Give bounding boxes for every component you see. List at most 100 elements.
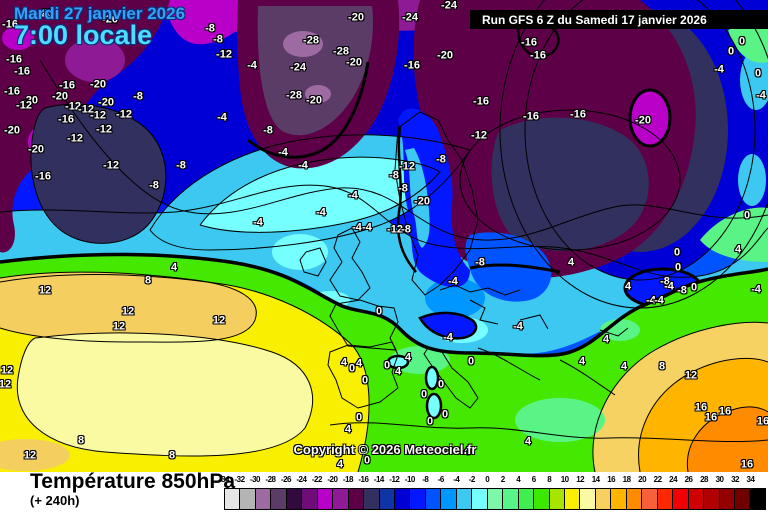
- temp-label: -4: [443, 331, 453, 344]
- finland-magenta-core: [628, 88, 672, 148]
- temp-label: -8: [660, 275, 670, 288]
- temp-label: 0: [754, 67, 762, 80]
- forecast-hour: (+ 240h): [30, 493, 80, 508]
- date-block: Mardi 27 janvier 2026 7:00 locale: [14, 5, 185, 50]
- contour-12-se: [592, 321, 768, 472]
- copyright-text: Copyright © 2026 Meteociel.fr: [293, 442, 477, 457]
- temp-label: 12: [212, 314, 226, 327]
- temp-label: 12: [112, 320, 126, 333]
- scale-cell: [271, 489, 287, 509]
- temp-label: 4: [734, 243, 742, 256]
- temp-label: 0: [348, 362, 356, 375]
- temp-label: 16: [756, 415, 768, 428]
- temp-label: -4: [362, 221, 372, 234]
- temp-label: -4: [298, 159, 308, 172]
- scale-tick: -30: [249, 475, 261, 484]
- scale-cell: [673, 489, 689, 509]
- scale-cell: [425, 489, 442, 509]
- temp-label: -16: [59, 79, 75, 92]
- temp-label: -24: [441, 0, 457, 12]
- bold-lines: [0, 61, 768, 358]
- temp-label: -12: [216, 48, 232, 61]
- east-corner-green: [728, 22, 768, 63]
- temp-label: -4: [348, 189, 358, 202]
- scale-tick: -6: [437, 475, 445, 484]
- temp-label: 4: [170, 261, 178, 274]
- temp-label: 4: [578, 355, 586, 368]
- scale-cell: [302, 489, 318, 509]
- temp-label: -16: [4, 85, 20, 98]
- contour-cyan-edge: [0, 184, 768, 278]
- temp-label: 0: [361, 374, 369, 387]
- temp-label: -20: [52, 90, 68, 103]
- temp-label: 0: [727, 45, 735, 58]
- temp-label: 4: [394, 365, 402, 378]
- scale-cells: [224, 488, 766, 510]
- temp-label: 4: [355, 357, 363, 370]
- temp-label: -28: [333, 45, 349, 58]
- temp-label: -4: [646, 294, 656, 307]
- temp-label: -12: [16, 99, 32, 112]
- contour-tongue-core: [199, 156, 441, 233]
- temp-label: -16: [14, 65, 30, 78]
- temp-label: -12: [471, 129, 487, 142]
- gold-spot-sw: [0, 439, 70, 471]
- temp-label: -4: [751, 283, 761, 296]
- scale-cell: [626, 489, 643, 509]
- temp-label: -4: [253, 216, 263, 229]
- temp-label: -4: [714, 63, 724, 76]
- contour-blue-edge: [39, 59, 768, 241]
- temp-label: 4: [344, 423, 352, 436]
- scale-cell: [750, 489, 765, 509]
- scale-tick: -20: [327, 475, 338, 484]
- temp-label: -16: [570, 108, 586, 121]
- temp-label: -20: [4, 124, 20, 137]
- coast-iberia: [327, 341, 399, 409]
- temp-label: -4: [448, 275, 458, 288]
- temp-label: -8: [213, 33, 223, 46]
- bold-front-line: [0, 252, 768, 358]
- date-line-2: 7:00 locale: [14, 20, 153, 51]
- scale-cell: [503, 489, 519, 509]
- greenland-mauve-1: [283, 31, 323, 57]
- scale-tick: 2: [500, 475, 505, 484]
- temp-label: 0: [383, 359, 391, 372]
- scale-tick: 12: [576, 475, 585, 484]
- temp-label: 12: [38, 284, 52, 297]
- baltic-blue: [465, 232, 552, 302]
- temp-label: 12: [684, 369, 698, 382]
- contour-labrador: [30, 103, 167, 244]
- scale-cell: [472, 489, 488, 509]
- temp-label: -4: [654, 294, 664, 307]
- scale-tick: -32: [234, 475, 245, 484]
- temp-label: -12: [387, 223, 403, 236]
- date-line-1: Mardi 27 janvier 2026: [14, 4, 186, 23]
- temp-label: -20: [306, 94, 322, 107]
- temp-label: -8: [176, 159, 186, 172]
- temp-label: -8: [677, 284, 687, 297]
- temp-label: -8: [149, 179, 159, 192]
- temp-label: 0: [673, 246, 681, 259]
- temp-label: 0: [674, 261, 682, 274]
- scale-tick: -8: [422, 475, 429, 484]
- temp-label: -8: [263, 124, 273, 137]
- contour-yellow-edge: [0, 274, 370, 472]
- temp-label: 4: [567, 256, 575, 269]
- alps-blue-streak: [418, 311, 478, 340]
- contour-pool-1: [524, 0, 756, 281]
- legend-footer: Température 850hPa (+ 240h) -34 -32 -30 -28…: [0, 470, 768, 512]
- temp-label: 4: [524, 435, 532, 448]
- temp-label: -4: [247, 59, 257, 72]
- temp-label: 0: [467, 355, 475, 368]
- temp-label: -20: [28, 143, 44, 156]
- temp-label: -4: [664, 280, 674, 293]
- coast-scandinavia: [394, 111, 479, 296]
- light-green-spot-2: [515, 398, 605, 442]
- scale-tick: -28: [265, 475, 276, 484]
- temp-label: 4: [463, 445, 471, 458]
- temp-label: 0: [426, 415, 434, 428]
- temp-label: 4: [404, 351, 412, 364]
- temp-label: 12: [121, 305, 135, 318]
- scale-cell: [225, 489, 241, 509]
